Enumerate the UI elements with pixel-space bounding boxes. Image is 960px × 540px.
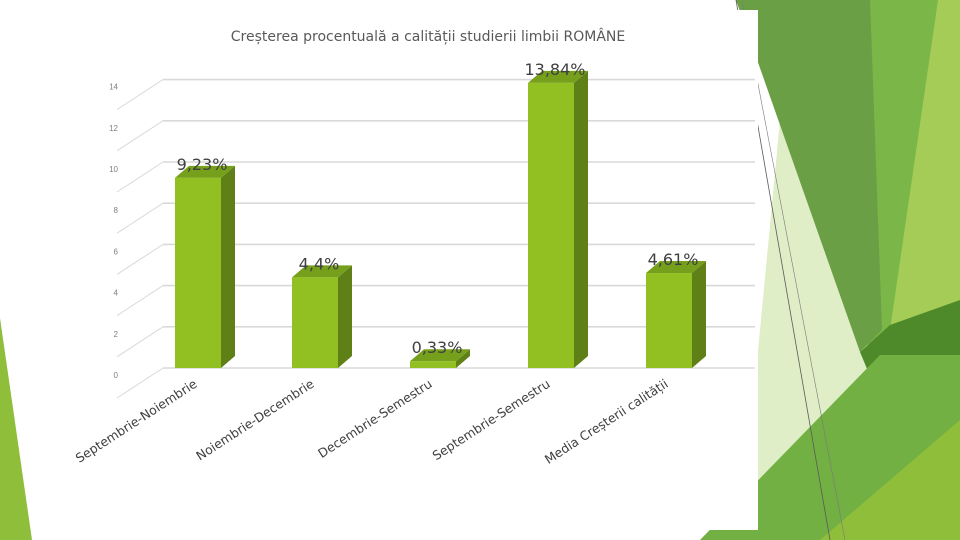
bar-top: [292, 265, 352, 278]
data-label: 4,4%: [299, 254, 340, 273]
bar-side: [456, 349, 470, 368]
gridline-side: [116, 285, 164, 317]
bar-side: [692, 261, 706, 368]
data-label: 4,61%: [648, 250, 699, 269]
right-decoration-bottom-light: [820, 420, 960, 540]
y-tick-label: 10: [109, 165, 118, 174]
bar-top: [175, 165, 235, 178]
gridline-side: [116, 79, 164, 111]
data-label: 0,33%: [412, 338, 463, 357]
y-tick-label: 4: [114, 289, 119, 298]
bar: [292, 277, 338, 368]
left-edge-green-stripe: [0, 318, 32, 540]
bar-top: [646, 261, 706, 274]
gridline-side: [116, 161, 164, 193]
y-tick-label: 12: [109, 124, 118, 133]
bar-top: [410, 349, 470, 362]
bar-top: [528, 70, 588, 83]
bar-side: [574, 70, 588, 369]
y-tick-label: 14: [109, 83, 118, 92]
gridline-side: [116, 326, 164, 358]
data-label: 13,84%: [524, 60, 585, 79]
y-tick-label: 8: [114, 206, 119, 215]
bar: [175, 177, 221, 368]
gridline-side: [116, 120, 164, 152]
bar: [528, 82, 574, 368]
gridline-side: [116, 367, 164, 399]
gridline-side: [116, 243, 164, 275]
y-tick-label: 6: [114, 247, 119, 256]
decoration-thin-line-2: [741, 0, 846, 540]
bar: [410, 361, 456, 368]
chart-title: Creșterea procentuală a calității studie…: [231, 27, 625, 45]
y-tick-label: 2: [114, 330, 119, 339]
y-tick-label: 0: [114, 371, 119, 380]
bar-side: [221, 165, 235, 368]
right-decoration-dark-band: [736, 0, 882, 352]
bar-side: [338, 265, 352, 368]
bar: [646, 273, 692, 368]
gridline-side: [116, 202, 164, 234]
data-label: 9,23%: [177, 155, 228, 174]
